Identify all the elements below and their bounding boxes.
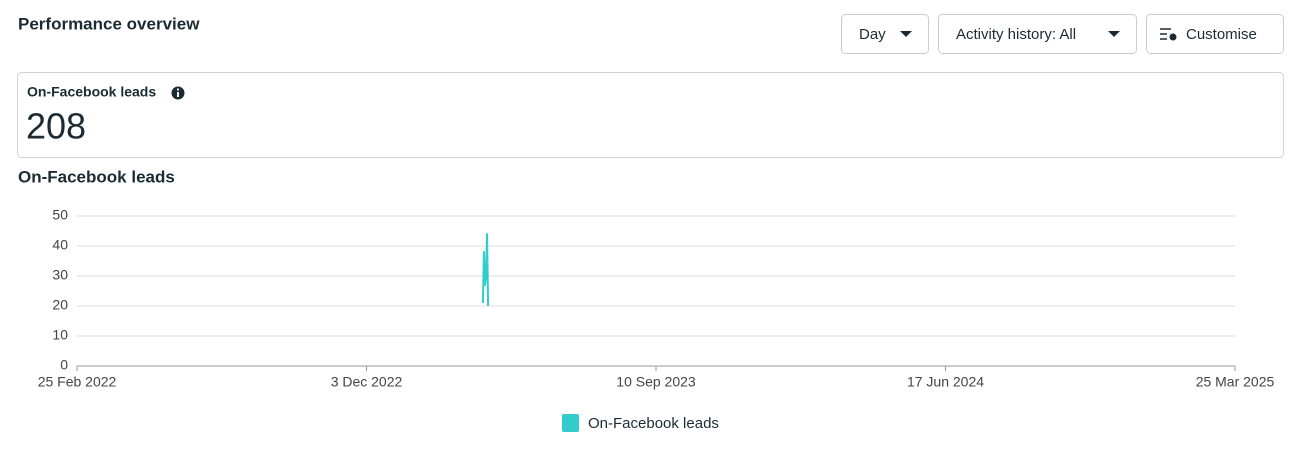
x-tick-label: 10 Sep 2023 [616,374,696,390]
x-tick-label: 3 Dec 2022 [331,374,403,390]
legend-swatch [562,414,579,432]
customise-button[interactable]: Customise [1146,14,1284,54]
metric-value: 208 [26,106,86,147]
customise-icon [1160,28,1171,40]
y-tick-label: 50 [52,207,68,223]
button-box [938,14,1137,54]
button-label: Activity history: All [956,26,1076,43]
day-button[interactable]: Day [841,14,929,54]
button-label: Customise [1186,26,1257,43]
data-line [481,233,490,307]
metric-card [17,72,1284,158]
chart-title: On-Facebook leads [18,167,175,186]
info-icon-dot [176,88,180,91]
dropdown-arrow [900,31,912,37]
y-tick-label: 0 [60,357,68,373]
gear-icon [1169,33,1177,41]
y-tick-label: 40 [52,237,68,253]
button-box [841,14,929,54]
button-box [1146,14,1284,54]
dropdown-arrow [1108,31,1120,37]
metric-label: On-Facebook leads [27,84,156,100]
y-tick-label: 10 [52,327,68,343]
button-label: Day [859,26,886,43]
page-title: Performance overview [18,14,200,33]
legend-label: On-Facebook leads [588,415,719,432]
x-tick-label: 25 Mar 2025 [1196,374,1275,390]
y-tick-label: 30 [52,267,68,283]
x-tick-label: 17 Jun 2024 [907,374,984,390]
activity-button[interactable]: Activity history: All [938,14,1137,54]
y-tick-label: 20 [52,297,68,313]
x-tick-label: 25 Feb 2022 [38,374,117,390]
info-icon-bar [177,92,179,97]
